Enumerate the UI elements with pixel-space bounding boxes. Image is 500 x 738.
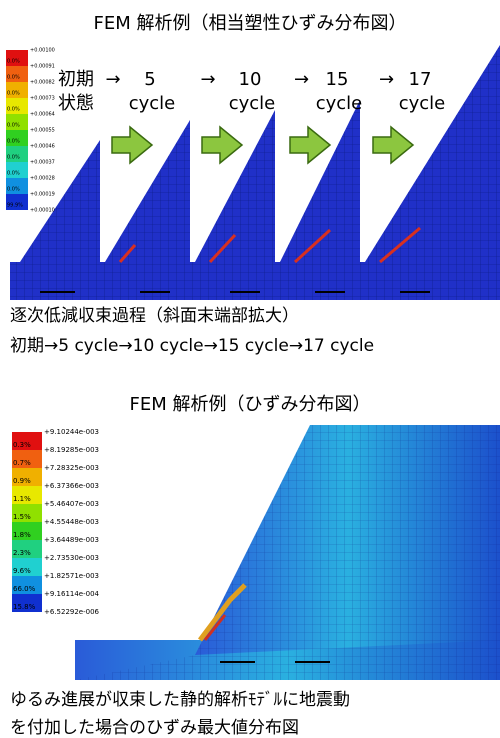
legend-percent: 0.0%: [7, 171, 20, 177]
legend-top: 0.0% 0.0% 0.0% 0.0% 0.0% 0.0% 0.0% 0.0% 0.0% 99.9…: [6, 48, 55, 214]
stage-bottom: cycle: [316, 93, 363, 114]
legend-percent: 0.9%: [13, 477, 31, 485]
caption: 逐次低減収束過程（斜面末端部拡大）: [10, 306, 299, 326]
legend-percent: 0.0%: [7, 91, 20, 97]
legend-percent: 15.8%: [13, 603, 36, 611]
stage-top: 初期: [58, 69, 94, 90]
stage-arrow: →: [105, 69, 120, 90]
legend-value: +6.52292e-006: [44, 608, 100, 616]
legend-value: +6.37366e-003: [44, 482, 99, 490]
legend-value: +0.00037: [30, 160, 55, 166]
legend-value: +0.00019: [30, 192, 55, 198]
legend-percent: 0.0%: [7, 139, 20, 145]
legend-percent: 1.5%: [13, 513, 31, 521]
caption: を付加した場合のひずみ最大値分布図: [10, 718, 299, 738]
legend-value: +0.00046: [30, 144, 55, 150]
legend-value: +1.82571e-003: [44, 572, 99, 580]
legend-value: +8.19285e-003: [44, 446, 99, 454]
stage-bottom: cycle: [229, 93, 276, 114]
legend-percent: 1.8%: [13, 531, 31, 539]
legend-value: +0.00082: [30, 80, 55, 86]
legend-value: +5.46407e-003: [44, 500, 99, 508]
stage-top: 5: [144, 69, 155, 90]
legend-value: +3.64489e-003: [44, 536, 99, 544]
document: FEM 解析例（相当塑性ひずみ分布図） 0.0%0.0%0.0%0.0%0.0%…: [0, 0, 500, 738]
title: FEM 解析例（相当塑性ひずみ分布図）: [94, 13, 407, 34]
title: FEM 解析例（ひずみ分布図）: [130, 394, 371, 415]
legend-bottom: 0.3% 0.7% 0.9% 1.1% 1.5% 1.8% 2.3% 9.6% 66.0% 15.…: [12, 428, 100, 616]
stage-top: 17: [409, 69, 432, 90]
legend-value: +2.73530e-003: [44, 554, 99, 562]
legend-percent: 0.0%: [7, 107, 20, 113]
caption: ゆるみ進展が収束した静的解析ﾓﾃﾞﾙに地震動: [10, 690, 350, 710]
stage-bottom: cycle: [129, 93, 176, 114]
legend-value: +0.00091: [30, 64, 55, 70]
stage-arrow: →: [200, 69, 215, 90]
caption: 初期→5 cycle→10 cycle→15 cycle→17 cycle: [10, 336, 374, 356]
legend-value: +0.00100: [30, 48, 55, 54]
fem-image-bottom: [75, 425, 500, 680]
legend-percent: 0.3%: [13, 441, 31, 449]
legend-percent: 0.0%: [7, 155, 20, 161]
stage-bottom: cycle: [399, 93, 446, 114]
legend-percent: 1.1%: [13, 495, 31, 503]
legend-percent: 0.0%: [7, 75, 20, 81]
legend-value: +9.16114e-004: [44, 590, 100, 598]
legend-value: +0.00028: [30, 176, 55, 182]
legend-value: +4.55448e-003: [44, 518, 99, 526]
legend-value: +0.00010: [30, 208, 55, 214]
stage-bottom: 状態: [58, 93, 94, 114]
legend-value: +0.00073: [30, 96, 55, 102]
stage-top: 15: [326, 69, 349, 90]
legend-percent: 0.0%: [7, 59, 20, 65]
legend-percent: 0.0%: [7, 123, 20, 129]
legend-percent: 0.0%: [7, 187, 20, 193]
legend-percent: 2.3%: [13, 549, 31, 557]
legend-percent: 99.9%: [7, 203, 23, 209]
legend-value: +9.10244e-003: [44, 428, 99, 436]
legend-percent: 9.6%: [13, 567, 31, 575]
legend-value: +0.00064: [30, 112, 55, 118]
stage-top: 10: [239, 69, 262, 90]
legend-percent: 0.7%: [13, 459, 31, 467]
legend-value: +0.00055: [30, 128, 55, 134]
page: FEM 解析例（相当塑性ひずみ分布図） 0.0%0.0%0.0%0.0%0.0%…: [0, 0, 500, 738]
legend-percent: 66.0%: [13, 585, 36, 593]
stage-arrow: →: [379, 69, 394, 90]
stage-arrow: →: [294, 69, 309, 90]
legend-value: +7.28325e-003: [44, 464, 99, 472]
